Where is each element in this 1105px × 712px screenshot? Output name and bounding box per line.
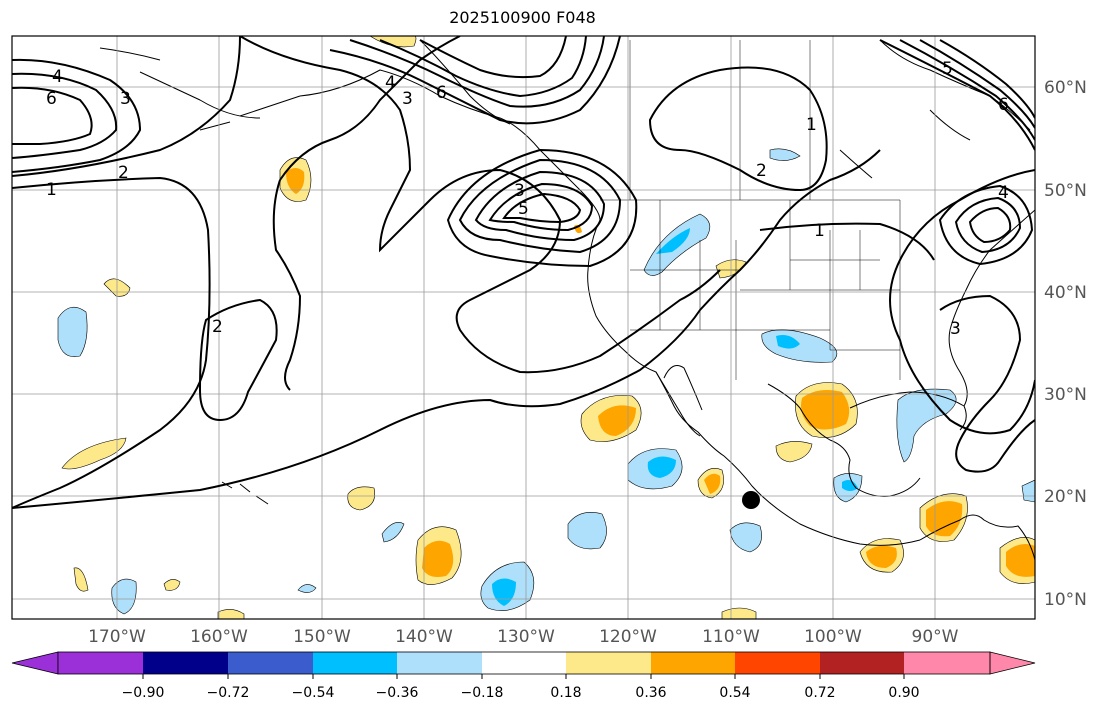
colorbar-segment (735, 652, 820, 674)
positive-anomaly-region (422, 540, 454, 577)
positive-anomaly-region (598, 405, 636, 436)
negative-anomaly-region (111, 578, 137, 615)
positive-anomaly-region (217, 609, 245, 619)
colorbar-tick-label: −0.72 (207, 685, 250, 701)
longitude-label: 110°W (702, 627, 760, 647)
contour-label: 2 (118, 163, 129, 183)
positive-anomaly-region (61, 437, 127, 470)
latitude-label: 60°N (1044, 78, 1087, 98)
positive-anomaly-region (704, 473, 721, 494)
contour-label: 3 (950, 319, 961, 339)
positive-anomaly-region (801, 390, 850, 430)
colorbar-tick-label: −0.54 (292, 685, 335, 701)
negative-anomaly-region (647, 456, 676, 478)
longitude-label: 140°W (395, 627, 453, 647)
contour-label: 6 (436, 83, 447, 103)
colorbar-tick-label: −0.90 (122, 685, 165, 701)
longitude-label: 170°W (88, 627, 146, 647)
contour-label: 3 (514, 181, 525, 201)
positive-anomaly-region (1006, 544, 1035, 577)
negative-anomaly-region (57, 306, 88, 357)
contour-label: 6 (46, 89, 57, 109)
longitude-label: 120°W (599, 627, 657, 647)
contour-label: 1 (46, 180, 57, 200)
contour-label-layer: 4 6 3 1 2 4 3 6 3 5 2 1 2 1 6 5 4 3 (46, 59, 1009, 339)
positive-anomaly-region (721, 607, 757, 619)
contour-label: 6 (998, 95, 1009, 115)
negative-anomaly-region (776, 335, 800, 349)
colorbar-segment (482, 652, 566, 674)
colorbar-tick-label: 0.54 (719, 685, 750, 701)
contour-label: 5 (942, 59, 953, 79)
colorbar: −0.90 −0.72 −0.54 −0.36 −0.18 0.18 0.36 … (11, 651, 1036, 701)
positive-anomaly-region (163, 579, 181, 591)
longitude-label: 150°W (293, 627, 351, 647)
positive-anomaly-region (866, 545, 897, 568)
positive-anomaly-region (73, 567, 89, 592)
contour-label: 3 (402, 89, 413, 109)
colorbar-tick-label: −0.18 (461, 685, 504, 701)
contour-label: 1 (814, 221, 825, 241)
negative-anomaly-region (297, 584, 317, 593)
colorbar-segment (228, 652, 313, 674)
colorbar-segment (313, 652, 397, 674)
positive-anomaly-region (347, 486, 375, 511)
latitude-axis: 10°N 20°N 30°N 40°N 50°N 60°N (1044, 78, 1087, 610)
colorbar-segment (143, 652, 228, 674)
colorbar-tick-label: 0.18 (550, 685, 581, 701)
colorbar-segment (58, 652, 143, 674)
longitude-label: 160°W (190, 627, 248, 647)
negative-anomaly-region (381, 522, 405, 543)
colorbar-segment (820, 652, 904, 674)
contour-label: 3 (120, 89, 131, 109)
negative-anomaly-region (729, 522, 762, 553)
latitude-label: 10°N (1044, 590, 1087, 610)
colorbar-ticks (142, 674, 905, 679)
colorbar-segment (566, 652, 651, 674)
contour-label: 4 (52, 67, 63, 87)
negative-anomaly-region (896, 388, 957, 463)
contour-label: 5 (518, 199, 529, 219)
negative-anomaly-region (1021, 479, 1035, 503)
colorbar-segment (904, 652, 990, 674)
negative-anomaly-region (842, 480, 858, 491)
contour-layer (12, 36, 1035, 509)
latitude-label: 50°N (1044, 181, 1087, 201)
longitude-label: 130°W (497, 627, 555, 647)
colorbar-segment (651, 652, 735, 674)
colorbar-extend-left (11, 651, 59, 675)
colorbar-segment (397, 652, 482, 674)
map-frame (11, 35, 1036, 620)
colorbar-tick-label: −0.36 (376, 685, 419, 701)
political-border-layer (600, 40, 901, 380)
colorbar-tick-label: 0.72 (804, 685, 835, 701)
contour-label: 1 (806, 115, 817, 135)
colorbar-extend-right (989, 651, 1036, 675)
colorbar-tick-label: 0.36 (635, 685, 666, 701)
longitude-axis: 170°W 160°W 150°W 140°W 130°W 120°W 110°… (88, 627, 959, 647)
negative-anomaly-region (567, 512, 607, 550)
latitude-label: 30°N (1044, 385, 1087, 405)
contour-label: 2 (756, 161, 767, 181)
graticule (12, 36, 1035, 619)
colorbar-tick-label: 0.90 (888, 685, 919, 701)
longitude-label: 90°W (912, 627, 959, 647)
contour-label: 4 (385, 73, 396, 93)
positive-anomaly-region (286, 168, 305, 194)
contour-label: 2 (212, 317, 223, 337)
latitude-label: 20°N (1044, 487, 1087, 507)
longitude-label: 100°W (804, 627, 862, 647)
storm-center-dot (742, 491, 760, 509)
negative-anomaly-region (656, 228, 690, 254)
contour-label: 4 (998, 183, 1009, 203)
negative-anomaly-region (769, 148, 801, 161)
latitude-label: 40°N (1044, 283, 1087, 303)
map-title: 2025100900 F048 (449, 8, 596, 27)
positive-anomaly-region (775, 441, 813, 463)
